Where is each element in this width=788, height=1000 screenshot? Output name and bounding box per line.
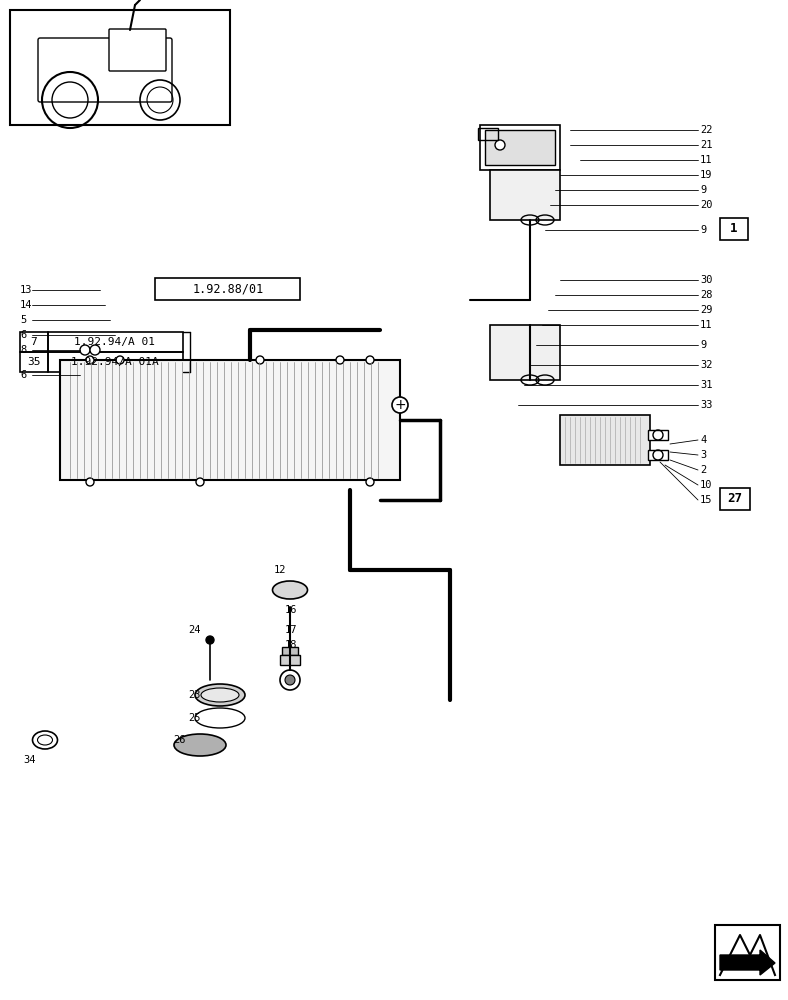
Circle shape [285,675,295,685]
Bar [155,278,300,300]
Bar [478,128,498,140]
Text: 1.92.94/A 01: 1.92.94/A 01 [75,337,155,347]
Text: 19: 19 [700,170,712,180]
Bar [480,125,560,170]
Text: 34: 34 [24,755,36,765]
Text: 27: 27 [727,492,742,506]
Text: +: + [394,398,406,412]
Text: 9: 9 [700,225,706,235]
Text: 3: 3 [700,450,706,460]
Bar [485,130,555,165]
FancyBboxPatch shape [109,29,166,71]
Ellipse shape [195,684,245,706]
Text: 13: 13 [20,285,32,295]
Circle shape [86,478,94,486]
Bar [490,170,560,220]
Text: 1: 1 [730,223,738,235]
Text: 9: 9 [700,340,706,350]
Circle shape [196,478,204,486]
Circle shape [206,636,214,644]
Text: 30: 30 [700,275,712,285]
Text: 21: 21 [700,140,712,150]
Bar [48,352,183,372]
Text: 22: 22 [700,125,712,135]
Ellipse shape [273,581,307,599]
Text: 15: 15 [700,495,712,505]
Bar [560,415,650,465]
Text: 20: 20 [700,200,712,210]
Bar [48,332,183,352]
Polygon shape [720,950,775,975]
Text: 11: 11 [700,155,712,165]
Text: 9: 9 [700,185,706,195]
Bar [282,647,298,655]
Bar [720,218,748,240]
Text: 11: 11 [700,320,712,330]
Text: 14: 14 [20,300,32,310]
Text: 8: 8 [20,345,26,355]
Text: 17: 17 [285,625,298,635]
Ellipse shape [201,688,239,702]
Text: 6: 6 [20,370,26,380]
Bar [490,325,560,380]
Bar [648,430,668,440]
Text: 7: 7 [31,337,37,347]
Text: 5: 5 [20,315,26,325]
Bar [280,655,300,665]
Text: 6: 6 [20,330,26,340]
Text: 31: 31 [700,380,712,390]
Bar [20,352,48,372]
Bar [10,10,230,125]
Text: 29: 29 [700,305,712,315]
Text: 35: 35 [28,357,41,367]
Text: 12: 12 [273,565,286,575]
Text: 25: 25 [189,713,201,723]
Circle shape [392,397,408,413]
Bar [720,488,750,510]
Circle shape [116,356,124,364]
FancyBboxPatch shape [38,38,172,102]
Circle shape [366,356,374,364]
Text: 18: 18 [285,640,298,650]
Circle shape [336,356,344,364]
Text: 16: 16 [285,605,298,615]
Circle shape [256,356,264,364]
Text: 28: 28 [700,290,712,300]
Circle shape [86,356,94,364]
Circle shape [90,345,100,355]
Text: 26: 26 [173,735,186,745]
Text: 32: 32 [700,360,712,370]
Circle shape [80,345,90,355]
Bar [60,360,400,480]
Text: 4: 4 [700,435,706,445]
Text: 23: 23 [189,690,201,700]
Bar [20,332,48,352]
Ellipse shape [174,734,226,756]
Text: 1.92.88/01: 1.92.88/01 [192,282,264,296]
Text: 10: 10 [700,480,712,490]
Bar [648,450,668,460]
Text: 1.92.94/A 01A: 1.92.94/A 01A [71,357,159,367]
Bar [715,925,780,980]
Text: 24: 24 [189,625,201,635]
Text: 33: 33 [700,400,712,410]
Text: 2: 2 [700,465,706,475]
Circle shape [366,478,374,486]
Circle shape [495,140,505,150]
Ellipse shape [195,708,245,728]
